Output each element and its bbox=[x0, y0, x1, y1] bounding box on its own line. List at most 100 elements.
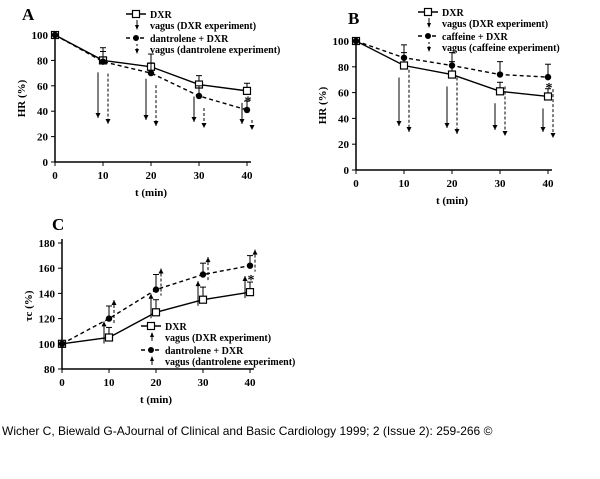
panel-a-label: A bbox=[22, 5, 35, 24]
panel-c-legend-marker bbox=[146, 321, 156, 331]
panel-a-series-treated-point bbox=[147, 69, 155, 77]
panel-a-series-treated-point bbox=[195, 92, 203, 100]
panel-b-vagus-arrowhead bbox=[540, 127, 546, 132]
panel-a-vagus-arrowhead bbox=[153, 121, 159, 126]
panel-c-x-tick-label: 30 bbox=[198, 377, 210, 389]
panel-c-legend-label: DXR bbox=[165, 322, 187, 333]
panel-a-significance-star: * bbox=[245, 94, 252, 109]
panel-b-vagus-arrowhead bbox=[550, 133, 556, 138]
panel-a-vagus-arrowhead bbox=[239, 119, 245, 124]
panel-a-series-treated-line bbox=[54, 34, 248, 111]
panel-a-y-tick-label: 20 bbox=[37, 132, 49, 144]
panel-c-x-tick-label: 10 bbox=[104, 377, 116, 389]
panel-c-series-treated-point bbox=[152, 286, 160, 293]
panel-b-y-tick-label: 80 bbox=[338, 62, 350, 74]
panel-a-x-tick-label: 40 bbox=[242, 170, 254, 182]
panel-a-x-axis-title: t (min) bbox=[135, 187, 167, 199]
panel-a-y-tick-label: 100 bbox=[32, 30, 49, 42]
panel-b-x-tick-label: 40 bbox=[543, 178, 555, 190]
panel-a-vagus-arrowhead bbox=[201, 123, 207, 128]
panel-a-legend-marker bbox=[133, 35, 139, 41]
panel-b-series-dxr-point bbox=[543, 92, 553, 101]
panel-c-legend-marker bbox=[148, 347, 154, 353]
panel-c-vagus-arrowhead bbox=[195, 281, 201, 287]
panel-b-legend-arrowhead bbox=[427, 47, 431, 52]
panel-b-legend-arrow-label: vagus (DXR experiment) bbox=[442, 19, 548, 30]
panel-c-vagus-arrowhead bbox=[252, 249, 258, 255]
panel-c-x-tick-label: 40 bbox=[245, 377, 257, 389]
panel-c-series-dxr-point bbox=[151, 308, 161, 317]
panel-c-y-tick-label: 80 bbox=[44, 364, 56, 376]
panel-c-vagus-arrowhead bbox=[148, 293, 154, 299]
panel-a-legend-label: dantrolene + DXR bbox=[150, 34, 229, 45]
panel-a-vagus-arrowhead bbox=[105, 119, 111, 124]
panel-c-legend-arrow-label: vagus (dantrolene experiment) bbox=[165, 357, 295, 368]
panel-b-vagus-arrowhead bbox=[502, 131, 508, 136]
panel-b-x-tick-label: 0 bbox=[353, 178, 359, 190]
panel-a-y-tick-label: 60 bbox=[37, 81, 49, 93]
panel-c-y-tick-label: 100 bbox=[39, 339, 56, 351]
panel-c-vagus-arrowhead bbox=[101, 321, 107, 327]
panel-c-series-dxr-point bbox=[104, 333, 114, 342]
panel-b-x-tick-label: 30 bbox=[495, 178, 507, 190]
panel-b-vagus-arrowhead bbox=[444, 123, 450, 128]
panel-b-y-tick-label: 0 bbox=[344, 165, 350, 177]
panel-b-series-dxr-point bbox=[399, 61, 409, 70]
panel-b-legend-marker bbox=[425, 33, 431, 39]
panel-c-series-treated-point bbox=[58, 340, 66, 347]
panel-a-vagus-arrowhead bbox=[95, 113, 101, 118]
panel-a-vagus-arrowhead bbox=[143, 115, 149, 120]
panel-c-significance-star: * bbox=[248, 273, 255, 288]
panel-a-y-axis-title: HR (%) bbox=[16, 79, 28, 117]
panel-a-x-tick-label: 20 bbox=[146, 170, 158, 182]
panel-b-vagus-arrowhead bbox=[454, 129, 460, 134]
panel-c-vagus-arrowhead bbox=[242, 276, 248, 282]
panel-a-y-tick-label: 40 bbox=[37, 106, 49, 118]
panel-c-series-dxr-point bbox=[198, 295, 208, 304]
panel-b-legend-arrow-label: vagus (caffeine experiment) bbox=[442, 43, 560, 54]
panel-c-series-treated-point bbox=[199, 271, 207, 278]
panel-c-legend-label: dantrolene + DXR bbox=[165, 346, 244, 357]
panel-b-x-tick-label: 20 bbox=[447, 178, 459, 190]
panel-c-x-axis-title: t (min) bbox=[140, 394, 172, 406]
panel-b-x-axis-title: t (min) bbox=[436, 195, 468, 207]
panel-c-vagus-arrowhead bbox=[158, 268, 164, 274]
panel-b-series-treated-point bbox=[544, 73, 552, 81]
panel-b-legend-marker bbox=[423, 7, 433, 17]
panel-a-x-tick-label: 30 bbox=[194, 170, 206, 182]
figure-caption: Wicher C, Biewald G-AJournal of Clinical… bbox=[2, 424, 493, 438]
panel-a-series-treated-point bbox=[243, 106, 251, 114]
panel-b-y-axis-title: HR (%) bbox=[317, 86, 329, 124]
panel-b-significance-star: * bbox=[546, 81, 553, 96]
panel-a-x-tick-label: 0 bbox=[52, 170, 58, 182]
panel-b-series-treated-point bbox=[352, 37, 360, 45]
panel-a-legend-label: DXR bbox=[150, 10, 172, 21]
panel-b-legend-label: caffeine + DXR bbox=[442, 32, 508, 43]
panel-b-y-tick-label: 40 bbox=[338, 113, 350, 125]
panel-b-vagus-arrowhead bbox=[396, 121, 402, 126]
panel-a-y-tick-label: 80 bbox=[37, 55, 49, 67]
panel-a-legend-arrow-label: vagus (dantrolene experiment) bbox=[150, 45, 280, 56]
panel-a-legend-arrow-label: vagus (DXR experiment) bbox=[150, 21, 256, 32]
panel-b-series-treated-point bbox=[448, 62, 456, 69]
panel-a-series-treated-point bbox=[99, 58, 107, 65]
panel-a-vagus-arrowhead bbox=[249, 125, 255, 130]
panel-a-y-tick-label: 0 bbox=[43, 157, 49, 169]
panel-a-vagus-arrowhead bbox=[191, 117, 197, 122]
panel-b-y-tick-label: 20 bbox=[338, 139, 350, 151]
panel-b-legend-label: DXR bbox=[442, 8, 464, 19]
panel-c-series-dxr-point bbox=[245, 288, 255, 297]
panel-b-series-dxr-point bbox=[447, 70, 457, 79]
panel-a-series-dxr-point bbox=[242, 86, 252, 95]
panel-c-label: C bbox=[52, 215, 64, 234]
panel-b-y-tick-label: 60 bbox=[338, 88, 350, 100]
panel-b-series-treated-point bbox=[496, 71, 504, 78]
panel-c-legend-arrowhead bbox=[150, 356, 154, 361]
panel-c-vagus-arrowhead bbox=[205, 257, 211, 263]
panel-c-legend-arrow-label: vagus (DXR experiment) bbox=[165, 333, 271, 344]
panel-a-legend-arrowhead bbox=[135, 25, 139, 30]
panel-c-legend-arrowhead bbox=[150, 332, 154, 337]
panel-c-y-tick-label: 140 bbox=[39, 288, 56, 300]
panel-c-y-axis-title: τc (%) bbox=[23, 290, 35, 321]
